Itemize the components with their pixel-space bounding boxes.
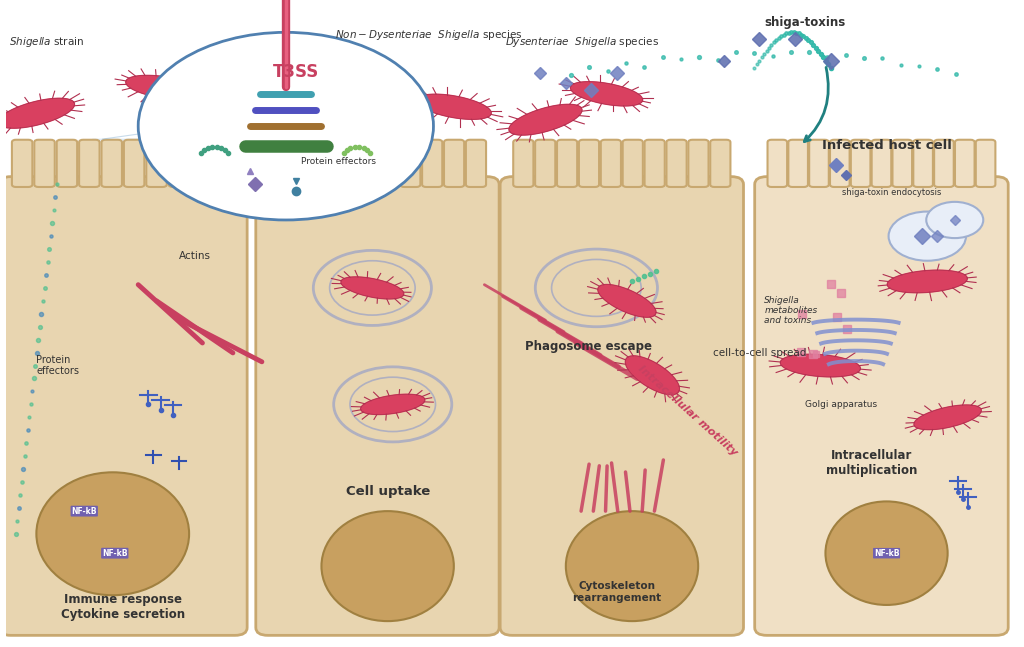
FancyBboxPatch shape xyxy=(79,140,99,187)
Text: Actins: Actins xyxy=(179,250,211,261)
FancyBboxPatch shape xyxy=(101,140,122,187)
FancyBboxPatch shape xyxy=(312,140,333,187)
FancyBboxPatch shape xyxy=(644,140,665,187)
FancyBboxPatch shape xyxy=(34,140,54,187)
FancyBboxPatch shape xyxy=(893,140,912,187)
FancyBboxPatch shape xyxy=(169,140,189,187)
FancyBboxPatch shape xyxy=(12,140,33,187)
Polygon shape xyxy=(598,285,656,317)
Polygon shape xyxy=(360,394,425,415)
Text: shiga-toxins: shiga-toxins xyxy=(765,16,846,29)
FancyBboxPatch shape xyxy=(513,140,534,187)
FancyBboxPatch shape xyxy=(356,140,377,187)
FancyBboxPatch shape xyxy=(871,140,891,187)
Text: NF-kB: NF-kB xyxy=(72,507,97,516)
Text: NF-kB: NF-kB xyxy=(102,549,128,558)
Text: Golgi apparatus: Golgi apparatus xyxy=(805,400,878,409)
FancyBboxPatch shape xyxy=(976,140,995,187)
FancyBboxPatch shape xyxy=(768,140,787,187)
FancyBboxPatch shape xyxy=(830,140,850,187)
FancyBboxPatch shape xyxy=(755,177,1009,635)
Polygon shape xyxy=(126,76,202,99)
FancyBboxPatch shape xyxy=(422,140,442,187)
Ellipse shape xyxy=(825,501,947,605)
FancyBboxPatch shape xyxy=(291,140,311,187)
Text: T3SS: T3SS xyxy=(272,63,319,81)
Text: Infected host cell: Infected host cell xyxy=(821,139,951,152)
Text: $\it{Dysenteriae}$  $\it{Shigella}$ species: $\it{Dysenteriae}$ $\it{Shigella}$ speci… xyxy=(505,34,658,49)
Polygon shape xyxy=(92,139,286,214)
FancyBboxPatch shape xyxy=(124,140,144,187)
Polygon shape xyxy=(417,94,492,119)
FancyBboxPatch shape xyxy=(146,140,167,187)
Polygon shape xyxy=(0,98,75,128)
FancyBboxPatch shape xyxy=(269,140,289,187)
FancyBboxPatch shape xyxy=(400,140,421,187)
Polygon shape xyxy=(914,405,981,430)
Text: Cell uptake: Cell uptake xyxy=(345,485,430,498)
FancyBboxPatch shape xyxy=(191,140,212,187)
Circle shape xyxy=(927,202,983,238)
Text: $\it{Shigella}$ strain: $\it{Shigella}$ strain xyxy=(9,34,84,49)
FancyBboxPatch shape xyxy=(788,140,808,187)
FancyBboxPatch shape xyxy=(466,140,486,187)
Ellipse shape xyxy=(37,472,189,595)
Text: Protein
effectors: Protein effectors xyxy=(37,355,80,377)
Polygon shape xyxy=(570,82,643,106)
FancyBboxPatch shape xyxy=(623,140,643,187)
Polygon shape xyxy=(341,277,403,299)
FancyBboxPatch shape xyxy=(667,140,687,187)
Polygon shape xyxy=(887,270,968,292)
FancyBboxPatch shape xyxy=(56,140,77,187)
FancyBboxPatch shape xyxy=(934,140,953,187)
FancyBboxPatch shape xyxy=(500,177,743,635)
Polygon shape xyxy=(626,356,679,395)
FancyBboxPatch shape xyxy=(256,177,499,635)
FancyBboxPatch shape xyxy=(0,177,247,635)
Circle shape xyxy=(138,32,433,220)
Circle shape xyxy=(889,212,966,261)
Text: $\it{Non-Dysenteriae}$  $\it{Shigella}$ species: $\it{Non-Dysenteriae}$ $\it{Shigella}$ s… xyxy=(335,28,522,42)
Text: Intracellular
multiplication: Intracellular multiplication xyxy=(825,448,916,477)
FancyBboxPatch shape xyxy=(557,140,578,187)
Text: Immune response
Cytokine secretion: Immune response Cytokine secretion xyxy=(60,593,185,621)
Text: cell-to-cell spread: cell-to-cell spread xyxy=(713,347,806,358)
Text: Phagosome escape: Phagosome escape xyxy=(525,340,652,353)
Text: shiga-toxin endocytosis: shiga-toxin endocytosis xyxy=(842,188,941,197)
Polygon shape xyxy=(509,104,582,135)
FancyBboxPatch shape xyxy=(213,140,233,187)
FancyBboxPatch shape xyxy=(444,140,464,187)
Text: Protein effectors: Protein effectors xyxy=(301,157,376,166)
Text: Shigella
metabolites
and toxins: Shigella metabolites and toxins xyxy=(764,296,817,325)
Text: NF-kB: NF-kB xyxy=(873,549,899,558)
Polygon shape xyxy=(780,355,860,377)
Ellipse shape xyxy=(322,511,454,621)
FancyBboxPatch shape xyxy=(335,140,354,187)
FancyBboxPatch shape xyxy=(913,140,933,187)
FancyBboxPatch shape xyxy=(601,140,621,187)
Text: Intracellular motility: Intracellular motility xyxy=(637,364,739,458)
FancyBboxPatch shape xyxy=(536,140,555,187)
FancyBboxPatch shape xyxy=(711,140,730,187)
FancyBboxPatch shape xyxy=(851,140,870,187)
FancyBboxPatch shape xyxy=(579,140,599,187)
FancyBboxPatch shape xyxy=(378,140,398,187)
Ellipse shape xyxy=(566,511,698,621)
FancyBboxPatch shape xyxy=(688,140,709,187)
Text: Cytoskeleton
rearrangement: Cytoskeleton rearrangement xyxy=(572,581,662,603)
FancyBboxPatch shape xyxy=(809,140,828,187)
Polygon shape xyxy=(308,72,385,96)
FancyBboxPatch shape xyxy=(955,140,975,187)
